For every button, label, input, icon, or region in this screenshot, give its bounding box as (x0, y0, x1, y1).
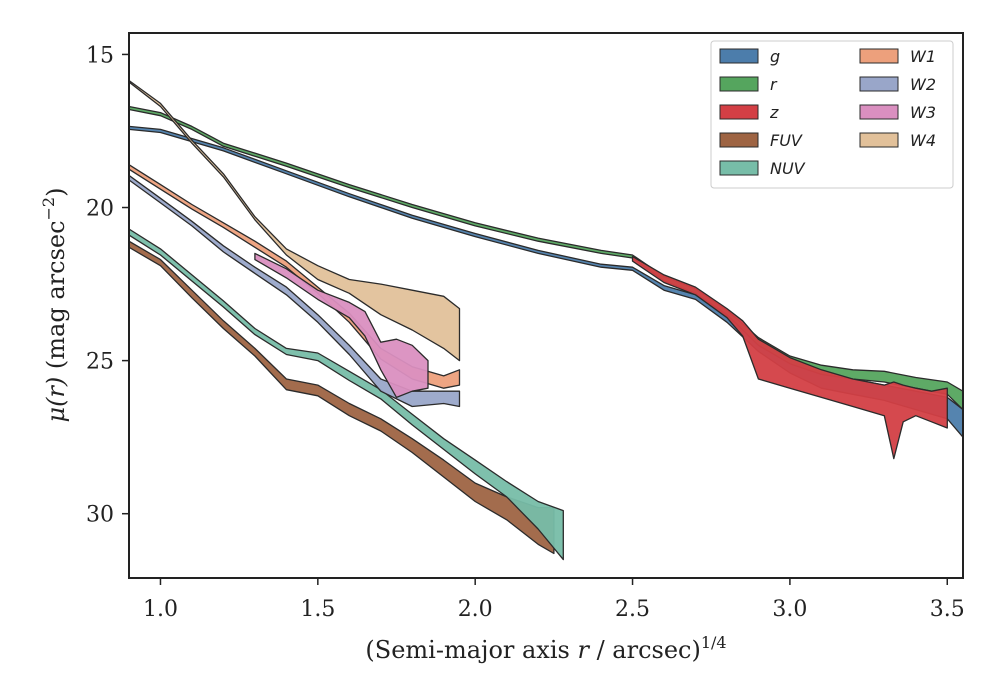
legend: grz FUV NUV W1 W2 W3 W4 (710, 40, 954, 189)
y-axis-label: μ(r) (mag arcsec−2) (39, 188, 70, 423)
legend-swatch-g (719, 48, 759, 64)
legend-swatch-W2 (859, 76, 899, 92)
x-tick-label: 3.0 (772, 597, 807, 622)
legend-swatch-NUV (719, 160, 759, 176)
legend-label-NUV: NUV (770, 159, 806, 178)
legend-swatch-W4 (859, 132, 899, 148)
band-W2 (129, 174, 461, 408)
band-z (631, 255, 948, 460)
x-tick-label: 2.0 (458, 597, 493, 622)
x-tick-label: 2.5 (615, 597, 650, 622)
x-tick-label: 1.0 (143, 597, 178, 622)
legend-label-W2: W2 (910, 75, 936, 94)
band-g (129, 125, 963, 438)
band-FUV (129, 240, 555, 555)
legend-label-W1: W1 (910, 47, 936, 66)
y-tick-label: 20 (86, 197, 114, 222)
legend-label-FUV: FUV (770, 131, 803, 150)
profile-bands (129, 79, 963, 561)
x-tick-label: 3.5 (930, 597, 965, 622)
x-axis: 1.0 1.5 2.0 2.5 3.0 3.5 (143, 578, 965, 622)
band-W1 (129, 164, 461, 389)
legend-label-r: r (770, 75, 778, 94)
legend-label-W4: W4 (910, 131, 936, 150)
band-NUV (129, 228, 564, 561)
legend-label-z: z (769, 103, 779, 122)
band-W3 (254, 252, 429, 399)
plot-frame (128, 32, 964, 579)
y-axis: 15 20 25 30 (86, 43, 129, 528)
legend-label-g: g (770, 47, 780, 66)
legend-label-W3: W3 (910, 103, 936, 122)
legend-swatch-r (719, 76, 759, 92)
legend-swatch-FUV (719, 132, 759, 148)
legend-swatch-W1 (859, 48, 899, 64)
x-tick-label: 1.5 (300, 597, 335, 622)
band-W4 (129, 79, 461, 362)
y-tick-label: 25 (86, 350, 114, 375)
y-tick-label: 15 (86, 43, 114, 68)
legend-swatch-z (719, 104, 759, 120)
y-tick-label: 30 (86, 503, 114, 528)
band-r (129, 105, 963, 411)
x-axis-label: (Semi-major axis r / arcsec)1/4 (365, 633, 726, 664)
legend-swatch-W3 (859, 104, 899, 120)
